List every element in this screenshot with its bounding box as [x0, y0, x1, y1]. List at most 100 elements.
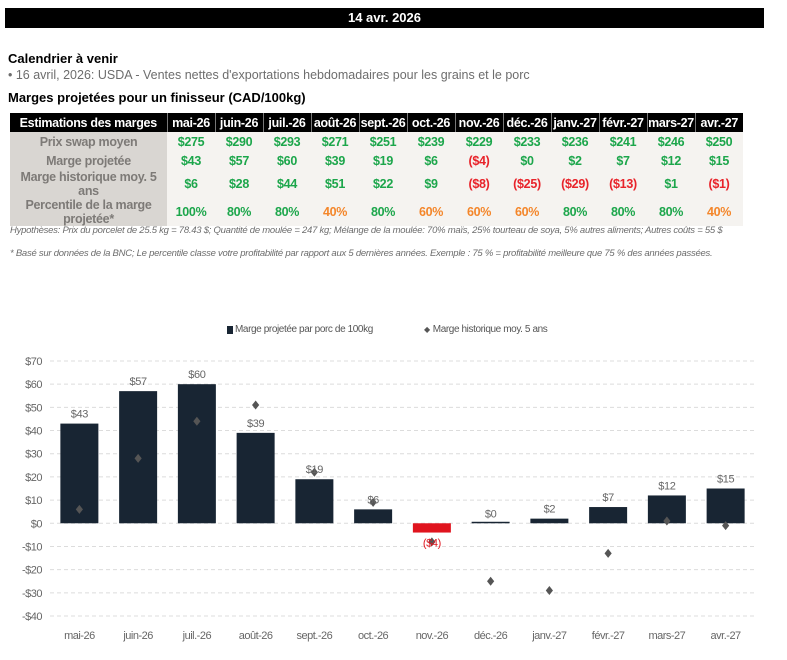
table-cell: $241 [599, 132, 647, 151]
table-cell: 80% [215, 198, 263, 226]
y-tick-label: $70 [25, 356, 42, 368]
table-cell: ($4) [455, 151, 503, 170]
table-cell: $57 [215, 151, 263, 170]
bar [177, 384, 216, 524]
table-cell: $239 [407, 132, 455, 151]
table-cell: ($8) [455, 170, 503, 198]
table-cell: ($25) [503, 170, 551, 198]
table-cell: $9 [407, 170, 455, 198]
calendar-item: • 16 avril, 2026: USDA - Ventes nettes d… [8, 68, 530, 82]
month-header: mars-27 [646, 113, 695, 132]
y-tick-label: $10 [25, 495, 42, 507]
table-cell: $2 [551, 151, 599, 170]
table-cell: $7 [599, 151, 647, 170]
table-cell: 60% [455, 198, 503, 226]
legend-item-projected: Marge projetée par porc de 100kg [227, 324, 373, 335]
bar-value-label: $6 [367, 494, 379, 506]
table-cell: 40% [311, 198, 359, 226]
month-header: avr.-27 [694, 113, 743, 132]
month-header: sept.-26 [358, 113, 407, 132]
margins-section-title: Marges projetées pour un finisseur (CAD/… [8, 90, 306, 105]
month-header: août-26 [310, 113, 359, 132]
month-header: oct.-26 [406, 113, 455, 132]
table-cell: $229 [455, 132, 503, 151]
table-cell: $0 [503, 151, 551, 170]
table-row: Marge projetée $43 $57 $60 $39 $19 $6 ($4) $0 $2 $… [10, 151, 743, 170]
table-cell: $19 [359, 151, 407, 170]
table-cell: $275 [167, 132, 215, 151]
bar-value-label: $12 [658, 480, 675, 492]
margin-chart: $70$60$50$40$30$20$10$0-$10-$20-$30-$40 … [22, 356, 755, 642]
x-tick-label: avr.-27 [711, 630, 742, 642]
table-cell: $246 [647, 132, 695, 151]
table-cell: $43 [167, 151, 215, 170]
table-cell: $44 [263, 170, 311, 198]
historical-marker [428, 537, 436, 547]
legend-item-historical: ◆ Marge historique moy. 5 ans [424, 324, 548, 335]
bar-value-label: $7 [602, 492, 614, 504]
table-cell: $60 [263, 151, 311, 170]
table-cell: 60% [407, 198, 455, 226]
x-tick-label: juil.-26 [182, 630, 212, 642]
grid-lines [50, 360, 755, 617]
row-label: Prix swap moyen [10, 132, 167, 151]
x-tick-label: oct.-26 [358, 630, 389, 642]
historical-markers [75, 400, 730, 595]
y-tick-label: $20 [25, 472, 42, 484]
bar-value-label: $57 [130, 376, 147, 388]
date-banner: 14 avr. 2026 [5, 8, 764, 28]
historical-marker [193, 416, 201, 426]
month-header: févr.-27 [598, 113, 647, 132]
percentile-footnote: * Basé sur données de la BNC; Le percent… [10, 248, 713, 259]
month-header: juin-26 [214, 113, 263, 132]
legend-label-projected: Marge projetée par porc de 100kg [235, 324, 373, 335]
row-label: Percentile de la marge projetée* [10, 198, 167, 226]
table-cell: ($29) [551, 170, 599, 198]
historical-marker [663, 516, 671, 526]
y-tick-label: -$10 [22, 541, 42, 553]
x-tick-label: août-26 [239, 630, 273, 642]
table-cell: 80% [647, 198, 695, 226]
table-cell: $236 [551, 132, 599, 151]
table-cell: $6 [167, 170, 215, 198]
bar [471, 521, 510, 524]
table-cell: ($1) [695, 170, 743, 198]
table-cell: 80% [551, 198, 599, 226]
month-header: nov.-26 [454, 113, 503, 132]
x-axis-ticks: mai-26 juin-26 juil.-26 août-26 sept.-26 oct.… [64, 630, 742, 642]
historical-marker [369, 497, 377, 507]
month-header: mai-26 [166, 113, 215, 132]
table-cell: 60% [503, 198, 551, 226]
historical-marker [487, 576, 495, 586]
x-tick-label: mars-27 [648, 630, 685, 642]
bar-value-label: $19 [306, 464, 323, 476]
table-row: Marge historique moy. 5 ans $6 $28 $44 $51 $2… [10, 170, 743, 198]
bar [589, 507, 628, 524]
table-cell: $251 [359, 132, 407, 151]
historical-marker [75, 504, 83, 514]
diamond-icon: ◆ [424, 325, 430, 334]
bar-labels: $43 $57 $60 $39 $19 $6 ($4) $0 $2 $7 $12 $15 [71, 369, 735, 549]
x-tick-label: janv.-27 [531, 630, 567, 642]
bar [354, 509, 393, 524]
historical-marker [604, 548, 612, 558]
historical-marker [722, 521, 730, 531]
bar [706, 488, 745, 524]
bar [530, 518, 569, 524]
x-tick-label: nov.-26 [416, 630, 449, 642]
table-cell: 100% [167, 198, 215, 226]
table-cell: $22 [359, 170, 407, 198]
table-cell: $6 [407, 151, 455, 170]
table-cell: 40% [695, 198, 743, 226]
table-cell: $293 [263, 132, 311, 151]
y-tick-label: $40 [25, 426, 42, 438]
table-header-row: Estimations des marges mai-26 juin-26 juil… [10, 113, 743, 132]
bar [295, 479, 334, 524]
x-tick-label: mai-26 [64, 630, 95, 642]
table-cell: $28 [215, 170, 263, 198]
month-header: déc.-26 [502, 113, 551, 132]
bar-value-label: ($4) [423, 538, 441, 550]
table-cell: 80% [359, 198, 407, 226]
table-cell: $15 [695, 151, 743, 170]
y-axis-ticks: $70 $60 $50 $40 $30 $20 $10 $0 -$10 -$20 -$30 -$40 [22, 356, 43, 623]
